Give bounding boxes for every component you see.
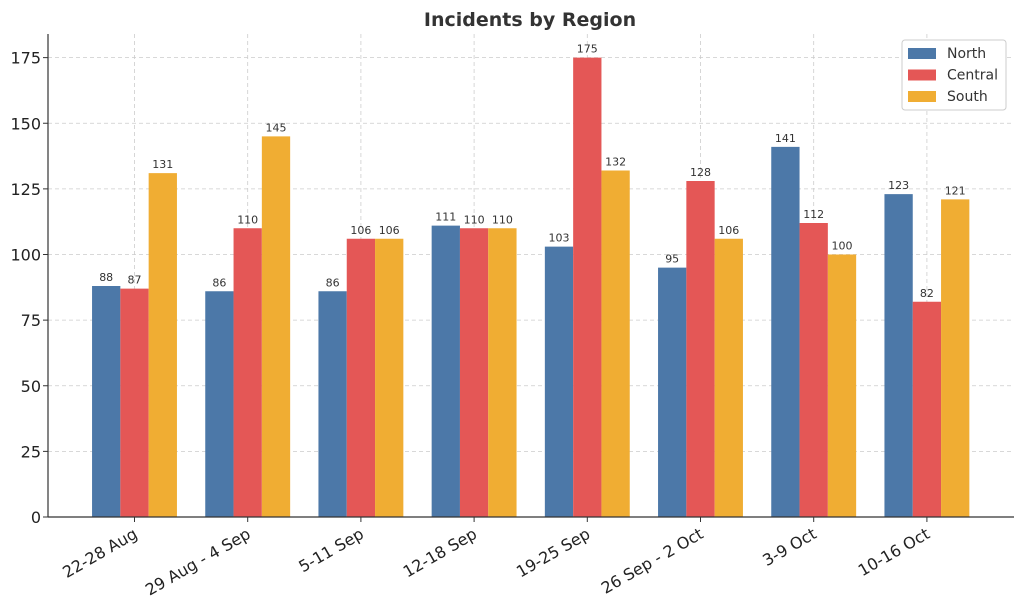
bar-north: [431, 225, 460, 517]
data-label: 88: [99, 271, 113, 284]
data-label: 95: [665, 253, 679, 266]
bar-central: [346, 238, 376, 517]
data-label: 112: [803, 208, 824, 221]
data-label: 106: [350, 224, 371, 237]
bar-central: [686, 181, 715, 517]
bar-north: [884, 194, 913, 517]
x-tick-label: 10-16 Oct: [855, 524, 933, 580]
data-label: 86: [212, 276, 226, 289]
data-label: 100: [832, 240, 853, 253]
data-labels: 88 87 131 86 110 145 86 106 106 111 110 110 103 175 13…: [99, 43, 966, 300]
chart-title: Incidents by Region: [424, 9, 636, 31]
bar-central: [573, 57, 602, 517]
x-tick-label: 3-9 Oct: [759, 524, 820, 570]
legend-swatch-central: [908, 69, 936, 81]
legend-swatch-north: [908, 48, 936, 59]
data-label: 87: [128, 274, 142, 287]
bar-south: [714, 238, 743, 517]
bar-north: [544, 246, 574, 517]
x-tick-label: 29 Aug - 4 Sep: [142, 524, 254, 599]
data-label: 110: [464, 213, 485, 226]
data-label: 141: [775, 132, 796, 145]
data-label: 121: [945, 184, 966, 197]
bar-central: [120, 288, 149, 517]
data-label: 111: [435, 211, 456, 224]
x-tick-label: 5-11 Sep: [295, 524, 366, 576]
bar-south: [827, 254, 857, 517]
y-tick-label: 150: [10, 114, 41, 133]
y-tick-label: 100: [10, 246, 41, 265]
legend-label-south: South: [947, 89, 988, 105]
data-label: 110: [237, 213, 258, 226]
data-label: 106: [379, 224, 400, 237]
bar-central: [459, 228, 489, 517]
data-label: 82: [920, 287, 934, 300]
data-label: 175: [577, 43, 598, 56]
x-tick-label: 22-28 Aug: [59, 524, 140, 582]
x-tick-label: 26 Sep - 2 Oct: [598, 524, 707, 598]
data-label: 128: [690, 166, 711, 179]
x-tick-label: 19-25 Sep: [513, 524, 593, 581]
bar-north: [92, 286, 121, 517]
data-label: 131: [152, 158, 173, 171]
data-label: 123: [888, 179, 909, 192]
y-tick-label: 25: [21, 442, 41, 461]
bar-north: [318, 291, 347, 517]
bar-north: [658, 267, 687, 517]
bar-south: [601, 170, 630, 517]
legend-label-north: North: [947, 46, 986, 62]
data-label: 106: [718, 224, 739, 237]
bar-south: [261, 136, 291, 517]
bar-south: [941, 199, 970, 517]
data-label: 103: [549, 232, 570, 245]
bar-south: [488, 228, 517, 517]
data-label: 86: [326, 276, 340, 289]
data-label: 110: [492, 213, 513, 226]
bars: [92, 57, 970, 517]
bar-north: [205, 291, 234, 517]
bar-north: [771, 146, 800, 517]
y-tick-label: 125: [10, 180, 41, 199]
data-label: 132: [605, 156, 626, 169]
grid-lines: [48, 34, 1014, 517]
y-tick-label: 0: [31, 508, 41, 527]
y-tick-label: 175: [10, 49, 41, 68]
legend-swatch-south: [908, 91, 936, 102]
y-tick-label: 75: [21, 311, 41, 330]
bar-central: [233, 228, 262, 517]
bar-south: [375, 238, 404, 517]
legend-label-central: Central: [947, 68, 998, 84]
y-tick-label: 50: [21, 377, 41, 396]
data-label: 145: [266, 121, 287, 134]
bar-central: [799, 223, 828, 517]
bar-central: [912, 301, 942, 517]
x-tick-label: 12-18 Sep: [400, 524, 480, 581]
bar-south: [148, 173, 177, 517]
legend: North Central South: [901, 39, 1007, 111]
